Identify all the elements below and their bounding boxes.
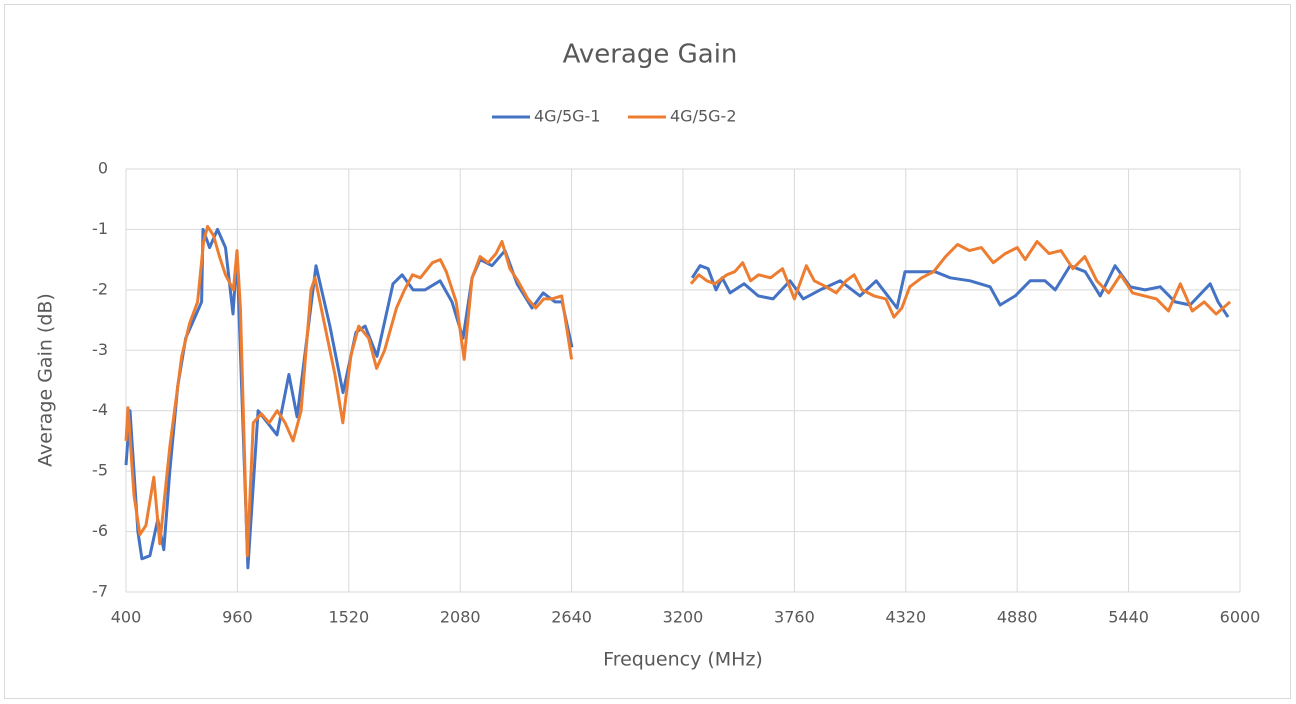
y-axis-label: Average Gain (dB) (35, 293, 57, 467)
x-tick-label: 960 (222, 608, 253, 627)
x-tick-label: 3760 (774, 608, 815, 627)
chart-frame (4, 4, 1291, 699)
x-axis-label: Frequency (MHz) (603, 649, 763, 671)
x-tick-label: 1520 (328, 608, 369, 627)
y-tick-label: -2 (92, 279, 108, 298)
chart-title: Average Gain (563, 40, 738, 70)
y-tick-label: -7 (92, 582, 108, 601)
x-tick-label: 3200 (663, 608, 704, 627)
y-tick-label: -6 (92, 521, 108, 540)
y-tick-label: 0 (98, 159, 108, 178)
x-tick-label: 4320 (885, 608, 926, 627)
y-tick-label: -4 (92, 400, 108, 419)
y-tick-label: -1 (92, 219, 108, 238)
series-line (124, 224, 1232, 558)
y-tick-label: -5 (92, 461, 108, 480)
x-tick-label: 400 (111, 608, 142, 627)
x-tick-label: 5440 (1108, 608, 1149, 627)
x-tick-label: 6000 (1220, 608, 1261, 627)
x-tick-label: 2080 (440, 608, 481, 627)
x-tick-label: 4880 (997, 608, 1038, 627)
y-tick-label: -3 (92, 340, 108, 359)
legend-label: 4G/5G-1 (534, 107, 601, 126)
x-tick-label: 2640 (551, 608, 592, 627)
legend-label: 4G/5G-2 (670, 107, 737, 126)
